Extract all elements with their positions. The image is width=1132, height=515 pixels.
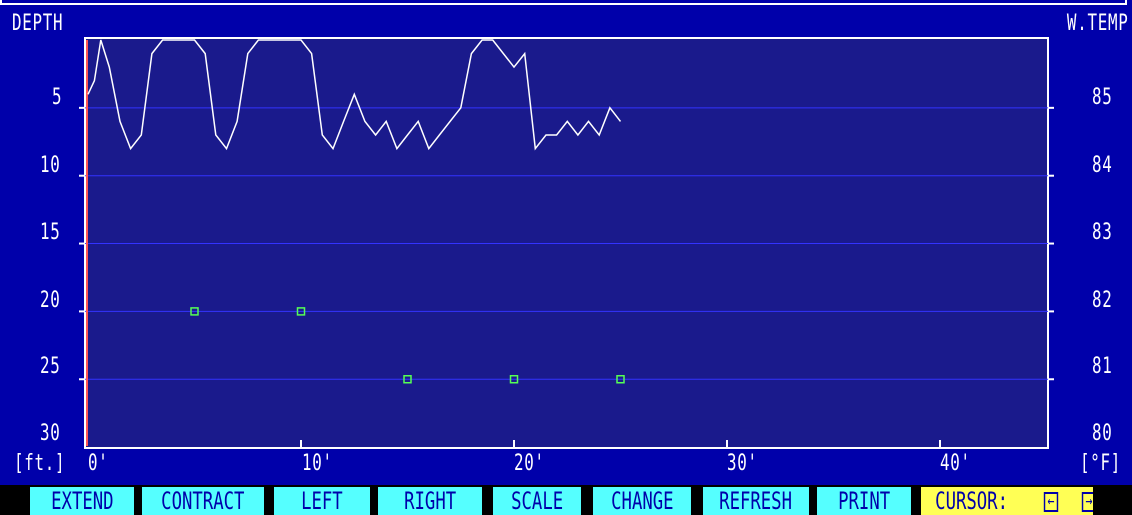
bottom-tick-10: 10' [302, 451, 333, 476]
fish-marker [509, 375, 519, 384]
left-tick-25: 25 [40, 354, 61, 379]
right-tick-82: 82 [1092, 288, 1113, 313]
right-tick-83: 83 [1092, 220, 1113, 245]
bottom-tick-20: 20' [514, 451, 545, 476]
bottom-tick-40: 40' [940, 451, 971, 476]
print-button[interactable]: PRINT [817, 487, 911, 515]
cursor-button[interactable]: CURSOR: ← → [921, 487, 1093, 515]
bottom-tick-0: 0' [88, 451, 109, 476]
fish-marker [616, 375, 625, 384]
left-label: LEFT [301, 487, 343, 515]
unit-left: [ft.] [14, 451, 66, 476]
right-label: RIGHT [403, 487, 457, 515]
right-tick-81: 81 [1092, 354, 1113, 379]
arrow-right-icon: → [1081, 492, 1093, 512]
fish-marker [190, 307, 199, 316]
right-tick-85: 85 [1092, 85, 1113, 110]
fish-marker [296, 307, 306, 316]
unit-right: [°F] [1080, 451, 1122, 476]
left-tick-5: 5 [52, 85, 63, 110]
plot-area [84, 37, 1049, 449]
right-tick-84: 84 [1092, 153, 1113, 178]
change-button[interactable]: CHANGE [593, 487, 691, 515]
change-label: CHANGE [610, 487, 674, 515]
extend-label: EXTEND [50, 487, 114, 515]
echogram-plot [79, 37, 1054, 449]
fish-marker [403, 375, 412, 384]
left-tick-30: 30 [40, 421, 61, 446]
wtemp-label: W.TEMP [1066, 11, 1128, 36]
scale-button[interactable]: SCALE [493, 487, 581, 515]
refresh-label: REFRESH [719, 487, 793, 515]
print-label: PRINT [837, 487, 891, 515]
right-tick-80: 80 [1092, 421, 1113, 446]
arrow-left-icon: ← [1043, 492, 1058, 512]
scale-label: SCALE [510, 487, 564, 515]
left-button[interactable]: LEFT [274, 487, 370, 515]
refresh-button[interactable]: REFRESH [703, 487, 809, 515]
left-tick-10: 10 [40, 153, 61, 178]
depth-label: DEPTH [12, 11, 64, 36]
top-frame [0, 0, 1127, 5]
left-tick-20: 20 [40, 288, 61, 313]
bottom-tick-30: 30' [727, 451, 758, 476]
temperature-trace [87, 39, 622, 151]
extend-button[interactable]: EXTEND [30, 487, 134, 515]
left-tick-15: 15 [40, 220, 61, 245]
contract-button[interactable]: CONTRACT [142, 487, 264, 515]
cursor-label: CURSOR: [935, 487, 1008, 515]
right-button[interactable]: RIGHT [378, 487, 482, 515]
contract-label: CONTRACT [161, 487, 245, 515]
